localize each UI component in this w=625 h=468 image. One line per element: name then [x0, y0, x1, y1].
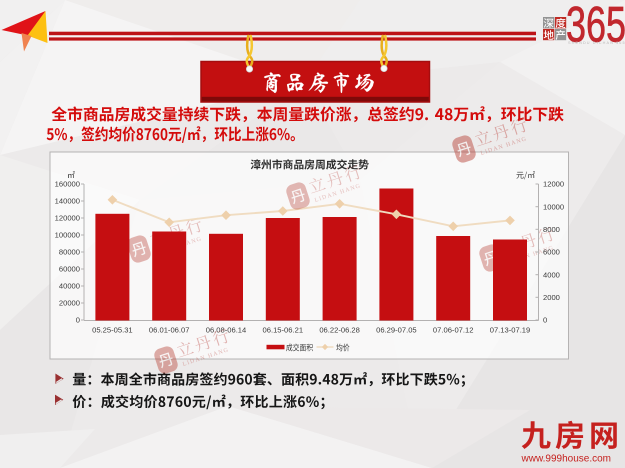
svg-text:2000: 2000 [543, 293, 560, 302]
svg-text:40000: 40000 [59, 282, 80, 291]
svg-text:05.25-05.31: 05.25-05.31 [92, 326, 133, 335]
svg-text:160000: 160000 [55, 180, 80, 189]
svg-text:0: 0 [76, 316, 80, 325]
svg-text:06.01-06.07: 06.01-06.07 [149, 326, 190, 335]
svg-text:8000: 8000 [543, 225, 560, 234]
svg-text:140000: 140000 [55, 197, 80, 206]
svg-text:0: 0 [543, 316, 547, 325]
svg-text:80000: 80000 [59, 248, 80, 257]
svg-text:100000: 100000 [55, 231, 80, 240]
svg-text:120000: 120000 [55, 214, 80, 223]
svg-text:06.22-06.28: 06.22-06.28 [319, 326, 360, 335]
svg-text:06.08-06.14: 06.08-06.14 [206, 326, 247, 335]
svg-text:60000: 60000 [59, 265, 80, 274]
svg-text:www.999house.com: www.999house.com [521, 454, 612, 465]
svg-text:365: 365 [566, 0, 625, 53]
svg-text:06.15-06.21: 06.15-06.21 [263, 326, 304, 335]
svg-text:SHENDU DICHAN 365: SHENDU DICHAN 365 [568, 41, 625, 45]
svg-text:20000: 20000 [59, 299, 80, 308]
svg-text:07.06-07.12: 07.06-07.12 [433, 326, 474, 335]
svg-text:07.13-07.19: 07.13-07.19 [490, 326, 531, 335]
svg-text:4000: 4000 [543, 270, 560, 279]
svg-text:12000: 12000 [543, 180, 564, 189]
svg-text:6000: 6000 [543, 248, 560, 257]
svg-text:06.29-07.05: 06.29-07.05 [376, 326, 417, 335]
svg-text:10000: 10000 [543, 202, 564, 211]
